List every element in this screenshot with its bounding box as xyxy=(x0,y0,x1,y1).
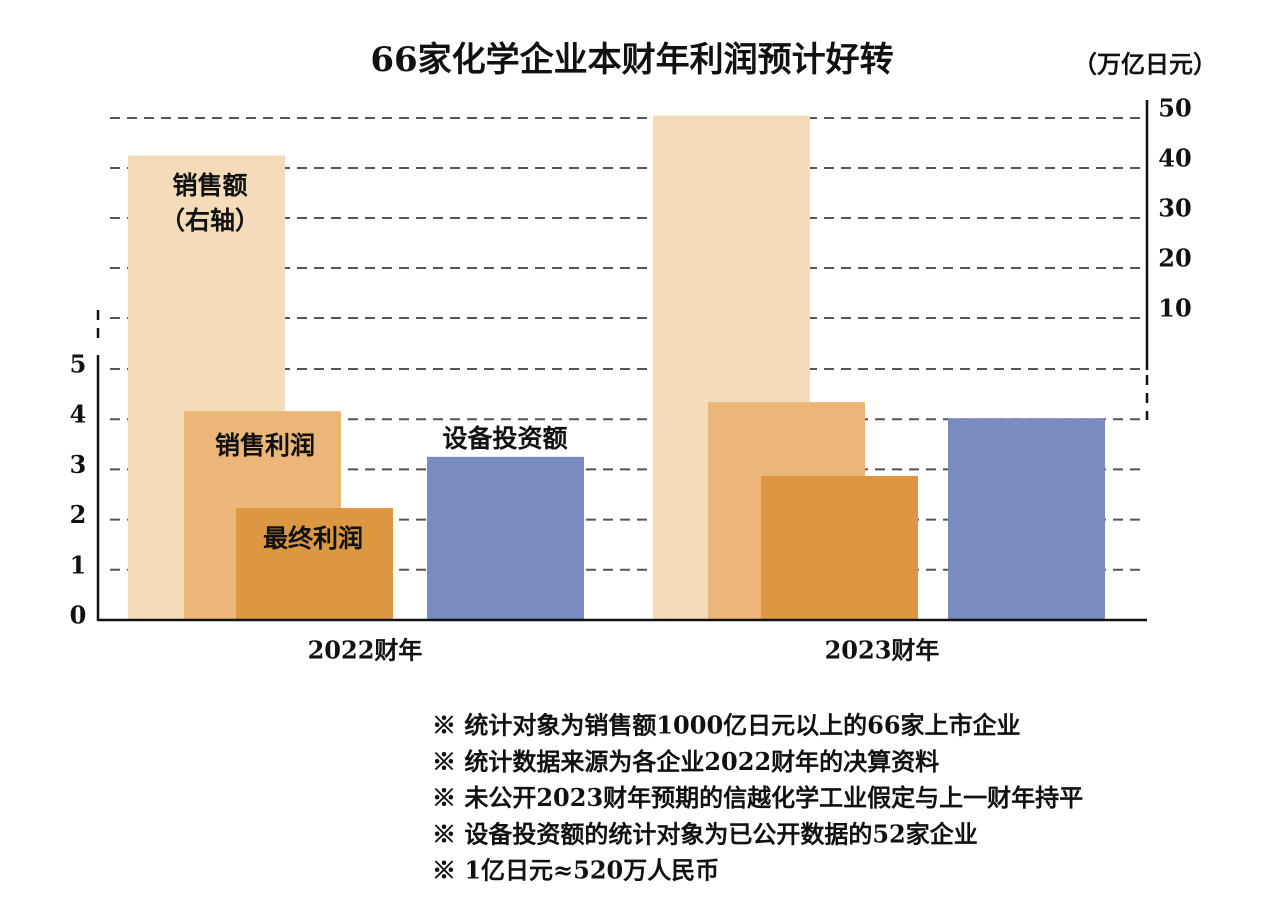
y-tick-label: 5 xyxy=(70,350,87,379)
bar xyxy=(427,456,584,620)
note: ※ 设备投资额的统计对象为已公开数据的52家企业 xyxy=(432,819,978,848)
note: ※ 统计数据来源为各企业2022财年的决算资料 xyxy=(432,747,939,776)
y-tick-label: 3 xyxy=(70,450,87,479)
y-tick-label: 0 xyxy=(70,601,87,630)
chart-title: 66家化学企业本财年利润预计好转 xyxy=(370,40,893,80)
y-tick-label: 2 xyxy=(70,500,87,529)
legend-note: （右轴） xyxy=(160,206,260,235)
bar xyxy=(236,508,393,620)
note: ※ 1亿日元≈520万人民币 xyxy=(432,856,719,885)
legend-label: 销售利润 xyxy=(215,431,315,460)
y2-tick-label: 30 xyxy=(1158,194,1191,223)
y2-tick-label: 20 xyxy=(1158,244,1191,273)
legend-label: 最终利润 xyxy=(263,524,363,553)
note: ※ 统计对象为销售额1000亿日元以上的66家上市企业 xyxy=(432,711,1021,740)
legend-label: 销售额 xyxy=(172,171,247,200)
y-tick-label: 4 xyxy=(70,400,87,429)
legend-label: 设备投资额 xyxy=(442,424,567,453)
x-tick-label: 2023财年 xyxy=(825,636,940,665)
y2-unit: （万亿日元） xyxy=(1073,50,1217,79)
x-tick-label: 2022财年 xyxy=(308,636,423,665)
bar xyxy=(761,475,918,620)
y2-tick-label: 50 xyxy=(1158,94,1191,123)
y2-tick-label: 40 xyxy=(1158,144,1191,173)
bar xyxy=(948,418,1105,620)
y-tick-label: 1 xyxy=(70,550,87,579)
y2-tick-label: 10 xyxy=(1158,294,1191,323)
note: ※ 未公开2023财年预期的信越化学工业假定与上一财年持平 xyxy=(432,783,1083,812)
